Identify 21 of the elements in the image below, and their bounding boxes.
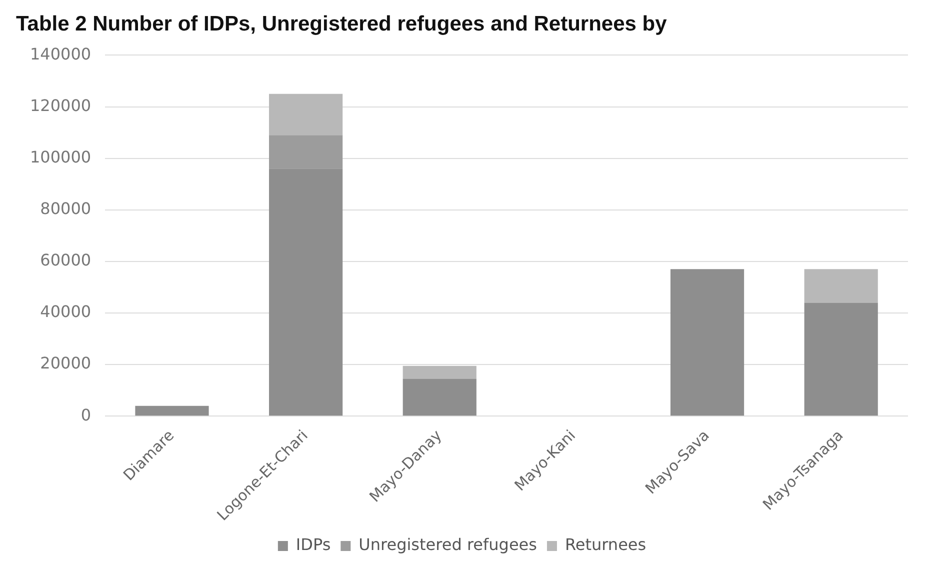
bar <box>402 378 476 416</box>
y-tick-label: 40000 <box>40 302 92 322</box>
legend-label: Returnees <box>564 535 646 554</box>
legend-label: IDPs <box>296 535 331 554</box>
y-tick-label: 80000 <box>40 199 92 218</box>
y-tick-label: 100000 <box>30 147 92 166</box>
bar <box>269 94 343 136</box>
chart-title: Table 2 Number of IDPs, Unregistered refugees and Returnees by <box>16 12 668 36</box>
bar <box>804 302 878 416</box>
y-tick-label: 20000 <box>40 354 92 373</box>
y-tick-label: 140000 <box>30 44 92 64</box>
bar <box>670 269 744 416</box>
y-tick-label: 0 <box>80 405 92 424</box>
bar <box>269 168 343 416</box>
bar <box>402 366 476 379</box>
bar <box>269 135 343 169</box>
bar <box>135 406 209 416</box>
y-tick-label: 120000 <box>30 96 92 115</box>
bar <box>804 269 878 303</box>
y-tick-label: 60000 <box>40 250 92 270</box>
legend-label: Unregistered refugees <box>358 535 537 554</box>
